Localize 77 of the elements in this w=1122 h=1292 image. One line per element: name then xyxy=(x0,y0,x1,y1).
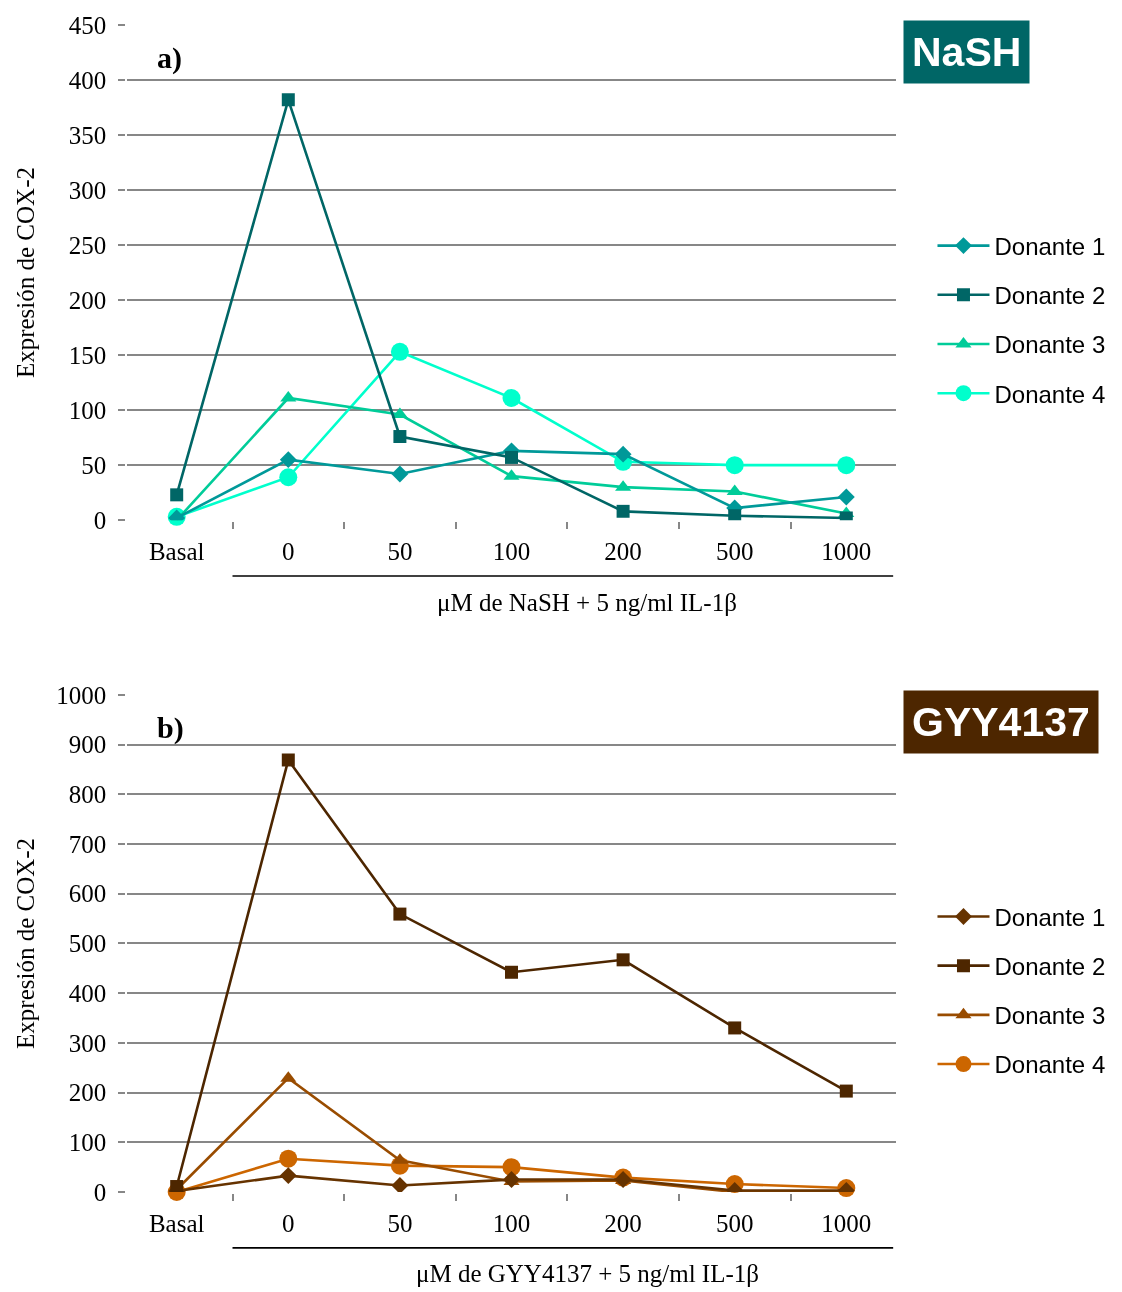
y-tick-label: 0 xyxy=(93,506,107,534)
y-tick-label: 100 xyxy=(68,1129,107,1157)
y-tick-label: 200 xyxy=(68,286,107,314)
y-tick-label: 50 xyxy=(81,451,107,479)
y-tick-label: 400 xyxy=(68,66,107,94)
point xyxy=(279,1167,297,1185)
point xyxy=(391,465,409,483)
point xyxy=(505,965,518,979)
y-tick-label: 600 xyxy=(68,880,107,908)
y-tick-label: 200 xyxy=(68,1079,107,1107)
x-tick-label: 50 xyxy=(387,1209,413,1237)
x-tick-label: 0 xyxy=(282,537,295,565)
y-axis-title: Expresión de COX-2 xyxy=(12,837,39,1049)
y-tick-label: 100 xyxy=(68,396,107,424)
y-tick-label: 900 xyxy=(68,731,107,759)
point xyxy=(616,504,630,518)
point xyxy=(614,445,632,463)
point xyxy=(390,342,409,361)
point xyxy=(170,488,184,502)
chart-title: NaSH xyxy=(912,29,1022,75)
point xyxy=(281,753,295,767)
x-tick-label: 100 xyxy=(492,1209,531,1237)
y-tick-label: 400 xyxy=(68,979,107,1007)
y-tick-label: 450 xyxy=(68,11,107,39)
x-tick-label: 200 xyxy=(604,1209,642,1237)
legend-label: Donante 3 xyxy=(994,1002,1106,1030)
y-tick-label: 500 xyxy=(68,930,107,958)
annotation: a) xyxy=(157,41,182,75)
point xyxy=(391,407,408,419)
point xyxy=(391,1177,409,1192)
x-tick-label: 200 xyxy=(604,537,642,565)
point xyxy=(837,456,856,475)
y-tick-label: 800 xyxy=(68,781,107,809)
point xyxy=(726,484,743,496)
y-tick-label: 300 xyxy=(68,176,107,204)
point xyxy=(839,1084,853,1098)
x-tick-label: Basal xyxy=(148,1209,205,1237)
point xyxy=(281,93,295,107)
legend-label: Donante 1 xyxy=(994,232,1106,260)
point xyxy=(837,488,855,506)
y-tick-label: 700 xyxy=(68,830,107,858)
point xyxy=(616,953,630,967)
legend-label: Donante 1 xyxy=(994,903,1106,931)
x-tick-label: 0 xyxy=(282,1209,295,1237)
legend-label: Donante 4 xyxy=(994,380,1106,408)
annotation: b) xyxy=(157,711,184,745)
point xyxy=(393,907,407,921)
point xyxy=(279,468,298,487)
text: GYY4137 xyxy=(912,699,1090,745)
x-tick-label: 500 xyxy=(715,537,754,565)
x-tick-label: 1000 xyxy=(821,1209,872,1237)
x-axis-title: μM de GYY4137 + 5 ng/ml IL-1β xyxy=(416,1260,759,1287)
point xyxy=(725,456,744,475)
point xyxy=(279,451,297,469)
legend-label: Donante 3 xyxy=(994,331,1106,359)
point xyxy=(393,430,407,444)
point xyxy=(728,1021,742,1035)
x-tick-label: 500 xyxy=(715,1209,754,1237)
legend-label: Donante 2 xyxy=(994,282,1106,310)
x-tick-label: 50 xyxy=(387,537,413,565)
point xyxy=(279,1149,298,1168)
x-tick-label: Basal xyxy=(148,537,205,565)
point xyxy=(505,450,518,464)
y-tick-label: 250 xyxy=(68,231,107,259)
legend-label: Donante 2 xyxy=(994,953,1106,981)
x-axis-title: μM de NaSH + 5 ng/ml IL-1β xyxy=(437,589,737,616)
x-tick-label: 1000 xyxy=(821,537,872,565)
y-tick-label: 0 xyxy=(93,1178,107,1206)
y-axis-title: Expresión de COX-2 xyxy=(12,167,39,379)
y-tick-label: 350 xyxy=(68,121,107,149)
point xyxy=(728,509,742,521)
y-tick-label: 1000 xyxy=(56,681,107,709)
y-tick-label: 150 xyxy=(68,341,107,369)
y-tick-label: 300 xyxy=(68,1029,107,1057)
point xyxy=(502,389,521,407)
legend-label: Donante 4 xyxy=(994,1051,1106,1079)
x-tick-label: 100 xyxy=(492,537,531,565)
